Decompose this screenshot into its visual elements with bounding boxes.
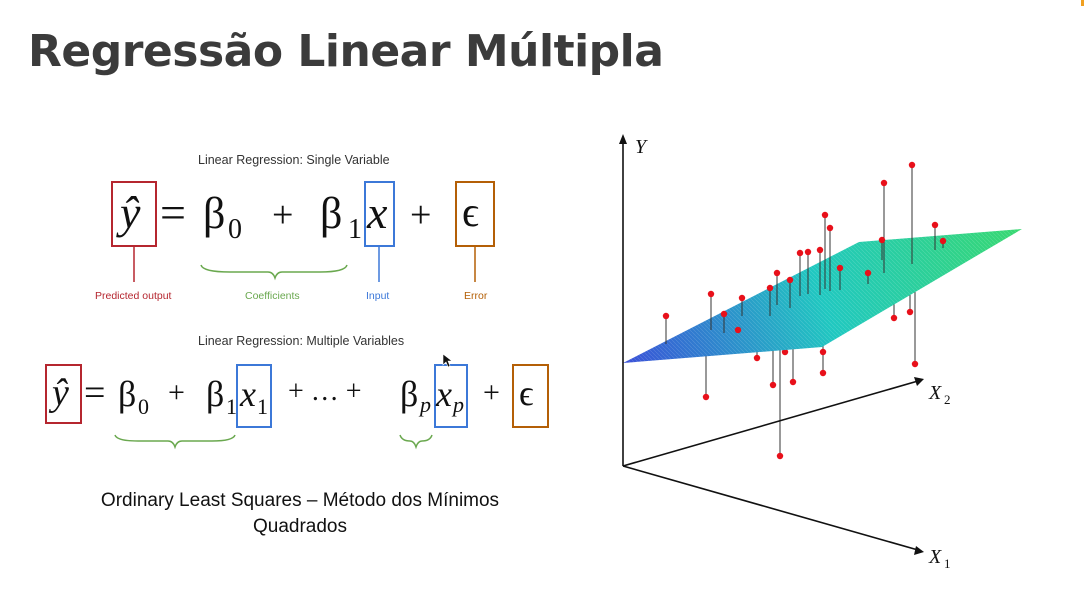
- x1-subscript: 1: [257, 394, 268, 419]
- x1-axis-arrow: [914, 546, 924, 555]
- multi-beta1-subscript: 1: [226, 394, 237, 419]
- xp-subscript: p: [453, 392, 464, 417]
- data-point: [821, 211, 829, 219]
- data-point: [786, 276, 794, 284]
- data-point: [880, 179, 888, 187]
- xp-symbol: x: [436, 374, 452, 414]
- betap-brace: [399, 434, 433, 450]
- error-box: [455, 181, 495, 247]
- data-point: [720, 310, 728, 318]
- data-point: [702, 393, 710, 401]
- beta1-symbol: β: [320, 189, 343, 238]
- data-point: [816, 246, 824, 254]
- data-point: [911, 360, 919, 368]
- betap-subscript: p: [420, 392, 431, 417]
- betap-symbol: β: [400, 374, 419, 414]
- x2-axis-label: X: [928, 382, 942, 404]
- plus-sign-2: +: [410, 194, 432, 236]
- x1-axis: [622, 465, 919, 551]
- multi-beta0-subscript: 0: [138, 394, 149, 419]
- equals-sign: =: [160, 187, 186, 238]
- y-axis-label: Y: [635, 136, 648, 158]
- y-axis-arrow: [619, 134, 627, 144]
- multi-error-box: [512, 364, 549, 428]
- data-point: [734, 326, 742, 334]
- predicted-output-box: [111, 181, 157, 247]
- beta0-symbol: β: [203, 189, 226, 238]
- data-point: [776, 452, 784, 460]
- multi-predicted-box: [45, 364, 82, 424]
- multi-beta1-symbol: β: [206, 374, 225, 414]
- x1-axis-label: X: [928, 546, 942, 568]
- x2-axis-arrow: [914, 377, 924, 386]
- data-point: [753, 354, 761, 362]
- slide-title: Regressão Linear Múltipla: [28, 26, 664, 77]
- ols-caption: Ordinary Least Squares – Método dos Míni…: [100, 490, 500, 537]
- data-point: [804, 248, 812, 256]
- data-point: [781, 348, 789, 356]
- data-point: [789, 378, 797, 386]
- data-point: [890, 314, 898, 322]
- multi-equals-sign: =: [84, 372, 106, 414]
- x2-axis: [622, 380, 919, 467]
- multi-epsilon-symbol: ϵ: [519, 373, 534, 413]
- data-point: [819, 369, 827, 377]
- data-point: [796, 249, 804, 257]
- data-point: [662, 312, 670, 320]
- multi-plus-sign: +: [168, 376, 185, 409]
- corner-mark: [1081, 0, 1084, 6]
- x2-axis-subscript: 2: [944, 392, 951, 407]
- x1-axis-subscript: 1: [944, 556, 951, 571]
- y-hat-symbol: ŷ: [120, 187, 141, 238]
- ellipsis: + … +: [288, 376, 362, 407]
- single-variable-heading: Linear Regression: Single Variable: [198, 153, 390, 167]
- data-point: [908, 161, 916, 169]
- data-point: [878, 236, 886, 244]
- multi-beta0-symbol: β: [118, 374, 137, 414]
- multi-y-hat-symbol: ŷ: [52, 372, 69, 414]
- data-point: [773, 269, 781, 277]
- data-point: [906, 308, 914, 316]
- coefficients-label: Coefficients: [245, 290, 300, 302]
- cursor-icon: [442, 353, 453, 368]
- coefficients-brace: [200, 264, 348, 281]
- data-point: [738, 294, 746, 302]
- data-point: [769, 381, 777, 389]
- data-point: [931, 221, 939, 229]
- data-point: [766, 284, 774, 292]
- input-label: Input: [366, 290, 390, 302]
- plus-sign: +: [272, 194, 294, 236]
- data-point: [707, 290, 715, 298]
- multi-x1-box: [236, 364, 272, 428]
- data-point: [836, 264, 844, 272]
- beta0-subscript: 0: [228, 214, 242, 245]
- beta1-subscript: 1: [348, 214, 362, 245]
- data-point: [864, 269, 872, 277]
- multiple-variable-heading: Linear Regression: Multiple Variables: [198, 334, 405, 348]
- data-point: [939, 237, 947, 245]
- multi-plus-sign-2: +: [483, 376, 500, 409]
- epsilon-symbol: ϵ: [462, 190, 480, 236]
- data-point: [819, 348, 827, 356]
- data-point: [826, 224, 834, 232]
- input-box: [364, 181, 395, 247]
- x1-symbol: x: [240, 374, 256, 414]
- multi-coefficients-brace: [114, 434, 236, 450]
- multi-xp-box: [434, 364, 468, 428]
- x-symbol: x: [367, 187, 388, 238]
- error-label: Error: [464, 290, 488, 302]
- predicted-output-label: Predicted output: [95, 290, 172, 302]
